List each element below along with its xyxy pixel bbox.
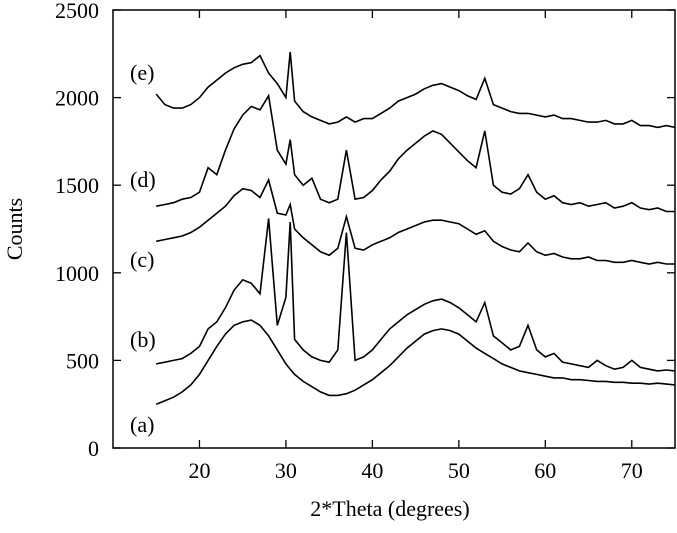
series-line (156, 177, 675, 265)
y-tick-label: 500 (66, 348, 99, 373)
series-label: (d) (130, 167, 156, 192)
x-tick-label: 70 (621, 458, 643, 483)
y-tick-label: 0 (88, 436, 99, 461)
x-tick-label: 30 (275, 458, 297, 483)
series-label: (e) (130, 60, 154, 85)
y-tick-label: 1000 (55, 261, 99, 286)
series-line (156, 218, 676, 372)
x-tick-label: 40 (361, 458, 383, 483)
y-tick-label: 2500 (55, 0, 99, 23)
y-axis-label: Counts (2, 198, 27, 260)
x-tick-label: 20 (188, 458, 210, 483)
y-tick-label: 2000 (55, 86, 99, 111)
x-axis-label: 2*Theta (degrees) (310, 496, 469, 521)
series-line (155, 51, 676, 129)
series-label: (b) (130, 327, 156, 352)
plot-frame (112, 9, 676, 449)
series-line (156, 93, 675, 213)
y-tick-label: 1500 (55, 173, 99, 198)
x-tick-label: 50 (448, 458, 470, 483)
series-label: (a) (130, 412, 154, 437)
series-line (155, 319, 676, 405)
x-tick-label: 60 (534, 458, 556, 483)
series-label: (c) (130, 247, 154, 272)
